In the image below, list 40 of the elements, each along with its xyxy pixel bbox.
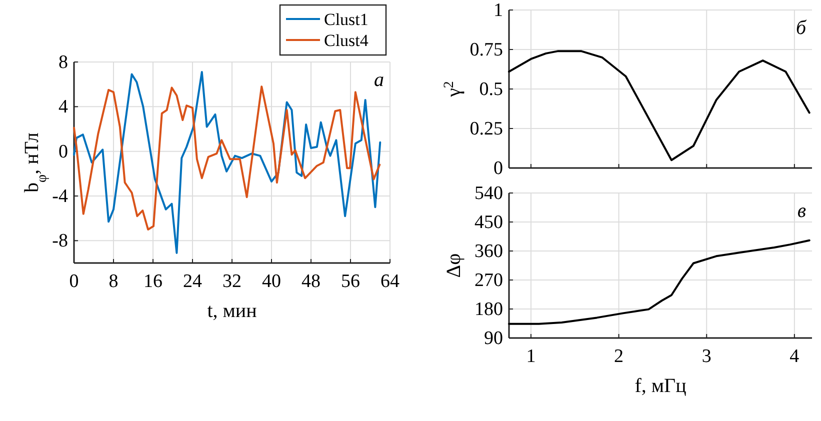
line-series: [508, 239, 810, 325]
y-tick-label: 0.5: [479, 79, 503, 100]
y-tick-label: 4: [58, 96, 68, 118]
line-series: [73, 71, 382, 254]
y-tick-label: 180: [474, 299, 503, 320]
x-tick-label: 3: [702, 346, 712, 367]
x-tick-label: 24: [183, 271, 202, 292]
x-tick-label: 40: [262, 271, 281, 292]
y-tick-label: 540: [474, 183, 503, 204]
y-tick-label: 0.25: [470, 118, 503, 140]
x-tick-label: 64: [380, 271, 400, 292]
line-series: [508, 50, 810, 162]
legend-label: Clust1: [324, 10, 368, 29]
y-tick-label: 8: [58, 52, 68, 73]
x-tick-label: 56: [341, 271, 360, 292]
y-tick-label: 450: [474, 212, 503, 233]
y-tick-label: -8: [52, 230, 68, 252]
x-tick-label: 4: [790, 346, 800, 367]
x-tick-label: 8: [108, 271, 118, 292]
x-axis-title: f, мГц: [634, 375, 687, 397]
y-axis-title: Δφ: [443, 253, 465, 278]
x-tick-label: 16: [144, 271, 162, 292]
y-tick-label: 0: [494, 158, 503, 179]
x-tick-label: 32: [222, 271, 242, 292]
annotation: а: [374, 69, 384, 91]
y-tick-label: 0.75: [470, 40, 503, 60]
y-tick-label: 0: [58, 141, 68, 162]
y-tick-label: 90: [484, 328, 503, 349]
y-tick-label: -4: [52, 186, 68, 207]
y-tick-label: 1: [494, 0, 503, 21]
y-tick-label: 270: [474, 270, 503, 291]
annotation: в: [797, 200, 806, 222]
legend-label: Clust4: [324, 31, 369, 50]
line-series: [73, 86, 381, 230]
annotation: б: [796, 17, 807, 39]
x-tick-label: 48: [302, 271, 320, 292]
y-tick-label: 360: [474, 241, 503, 262]
x-tick-label: 2: [614, 346, 624, 367]
x-tick-label: 1: [526, 346, 536, 367]
x-axis-title: t, мин: [207, 300, 258, 322]
